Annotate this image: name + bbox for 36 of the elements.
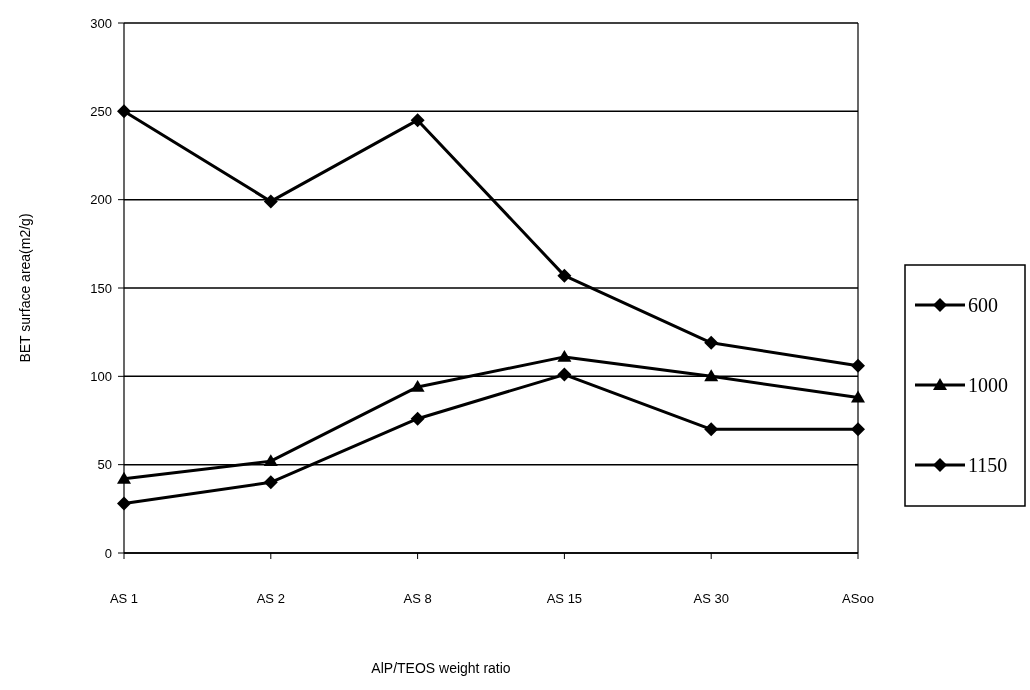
point — [117, 496, 131, 511]
legend-label: 1150 — [968, 454, 1008, 476]
point — [117, 471, 131, 484]
x-tick-label: AS 1 — [109, 591, 139, 606]
y-tick-label: 50 — [97, 457, 112, 473]
point — [704, 335, 719, 350]
y-axis-title: BET surface area(m2/g) — [17, 213, 33, 363]
point — [704, 422, 719, 437]
point — [263, 454, 278, 467]
x-tick-label: AS 30 — [693, 591, 729, 606]
y-tick-label: 200 — [90, 192, 112, 208]
point — [557, 349, 572, 362]
point — [263, 194, 278, 209]
x-tick-label: AS 15 — [546, 591, 583, 606]
legend-label: 1000 — [968, 374, 1008, 396]
point — [704, 369, 719, 382]
point — [410, 411, 425, 426]
point — [557, 268, 572, 283]
point — [851, 390, 865, 403]
y-tick-label: 0 — [104, 545, 112, 561]
point — [263, 475, 278, 490]
y-tick-label: 300 — [90, 15, 112, 31]
point — [410, 113, 425, 128]
x-tick-label: AS 2 — [256, 591, 285, 606]
point — [851, 358, 865, 373]
x-axis-title: AlP/TEOS weight ratio — [371, 660, 511, 676]
legend-label: 600 — [968, 294, 998, 316]
point — [851, 422, 865, 437]
x-tick-label: ASoo — [842, 591, 874, 606]
point — [557, 367, 572, 382]
point — [117, 104, 131, 119]
y-tick-label: 150 — [90, 280, 112, 296]
y-tick-label: 100 — [90, 368, 112, 384]
point — [410, 379, 425, 392]
y-tick-label: 250 — [90, 103, 112, 119]
x-tick-label: AS 8 — [403, 591, 432, 606]
